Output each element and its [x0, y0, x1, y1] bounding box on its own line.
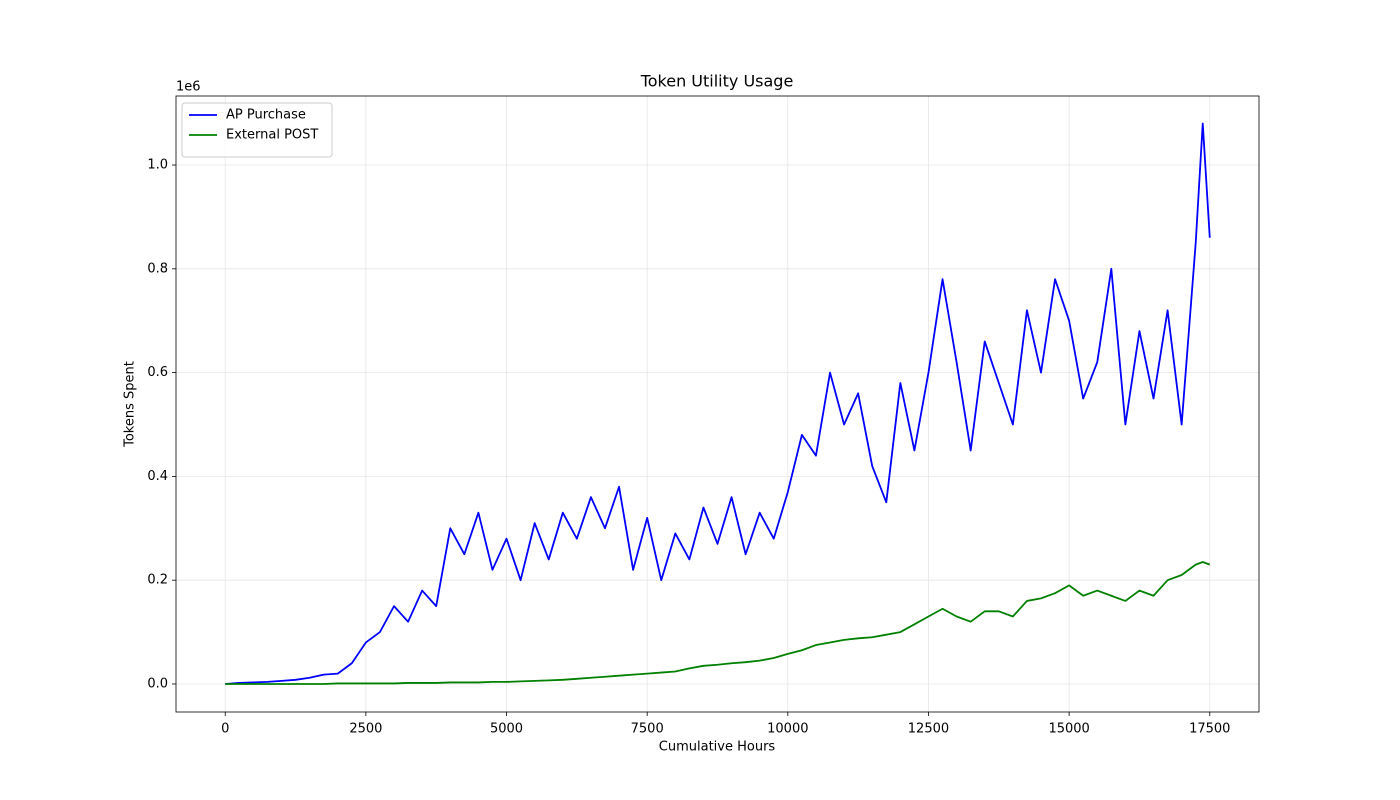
chart-title: Token Utility Usage [640, 72, 794, 91]
y-scale-label: 1e6 [176, 80, 201, 95]
legend-label: AP Purchase [226, 108, 306, 123]
plot-frame [175, 95, 1260, 713]
y-tick-label: 1.0 [147, 158, 168, 173]
x-tick-label: 0 [221, 722, 229, 737]
x-tick-label: 12500 [908, 722, 949, 737]
x-tick-label: 10000 [767, 722, 808, 737]
y-tick-label: 0.8 [147, 261, 168, 276]
legend-box [181, 102, 333, 158]
legend: AP Purchase External POST [181, 102, 333, 158]
y-tick-label: 0.2 [147, 573, 168, 588]
y-tick-label: 0.0 [147, 676, 168, 691]
legend-label: External POST [226, 128, 318, 143]
series-line [225, 561, 1211, 685]
x-tick-label: 17500 [1189, 722, 1230, 737]
y-tick-label: 0.4 [147, 469, 168, 484]
series-line [225, 122, 1211, 685]
x-tick-label: 7500 [631, 722, 664, 737]
x-tick-label: 5000 [490, 722, 523, 737]
x-tick-label: 2500 [349, 722, 382, 737]
y-tick-label: 0.6 [147, 365, 168, 380]
y-axis-label: Tokens Spent [123, 361, 138, 448]
x-tick-label: 15000 [1048, 722, 1089, 737]
x-axis-label: Cumulative Hours [659, 740, 776, 755]
